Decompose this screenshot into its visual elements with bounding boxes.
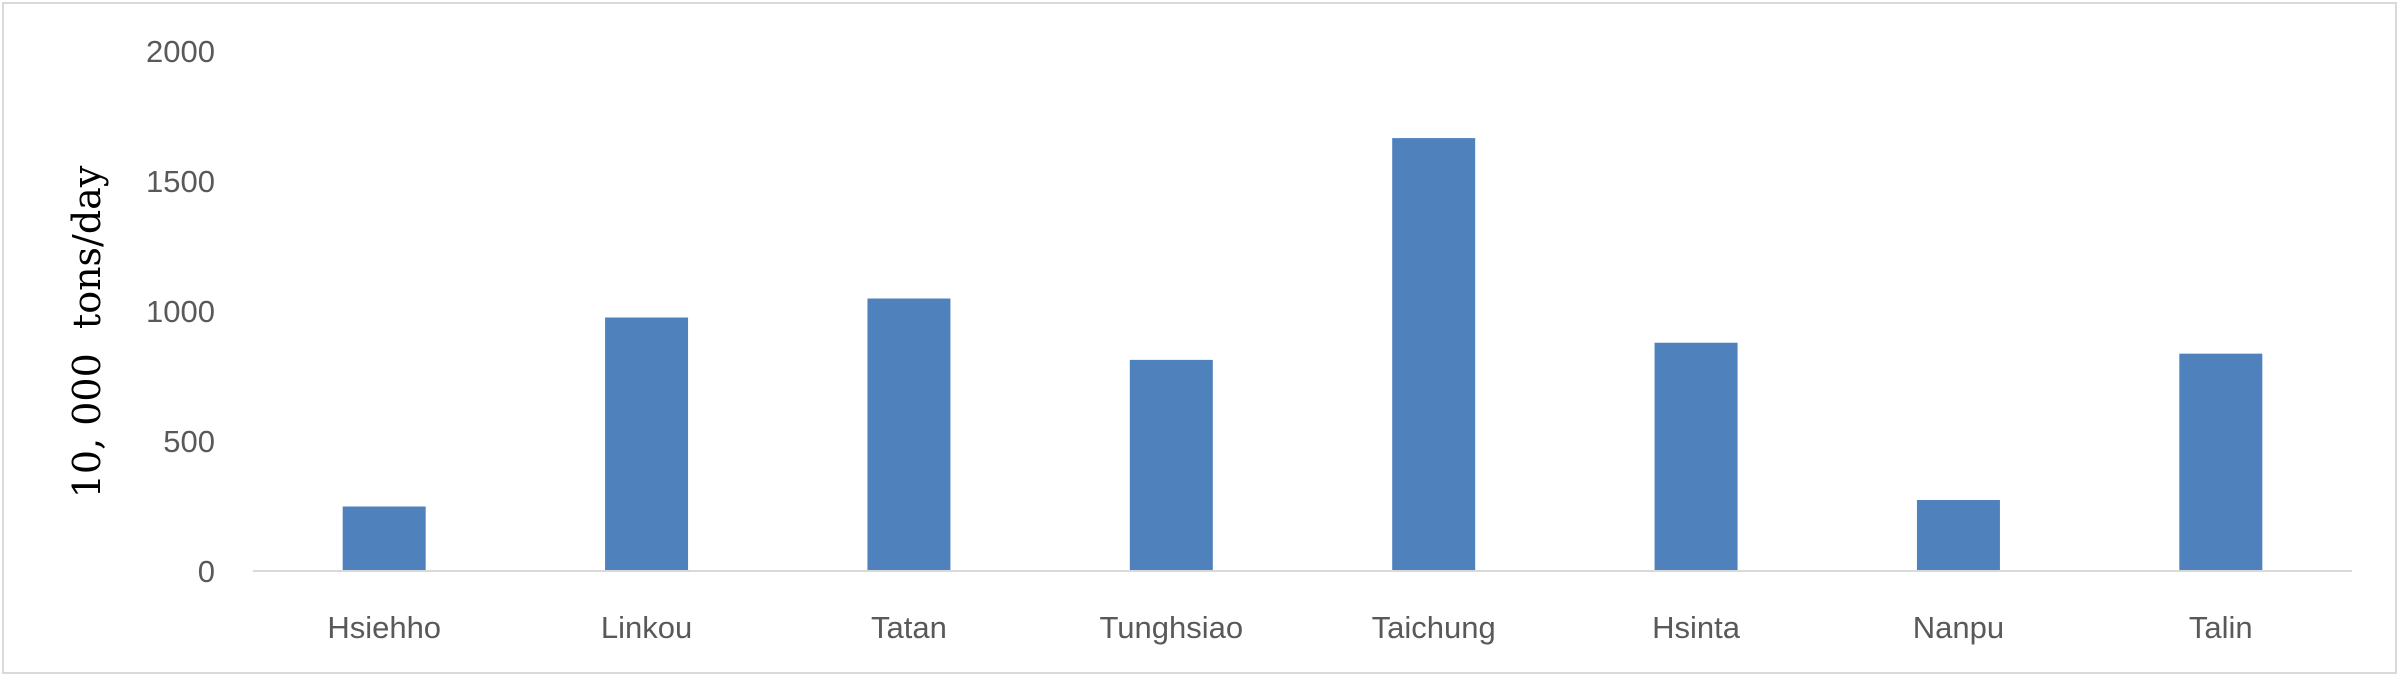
x-tick-label: Tunghsiao [1100,610,1244,645]
x-axis-ticks: Hsiehho Linkou Tatan Tunghsiao Taichung Hsint… [327,610,2252,645]
y-tick-label: 1000 [146,294,215,329]
bar [1129,359,1213,571]
x-tick-label: Tatan [871,610,947,645]
bar [1916,500,2000,571]
x-tick-label: Nanpu [1913,610,2004,645]
y-tick-label: 0 [198,554,215,589]
bar [605,317,689,571]
bar [342,506,426,571]
bars [342,138,2263,571]
bar [2179,353,2263,571]
y-axis-ticks: 0 500 1000 1500 2000 [146,34,215,589]
bar [1654,342,1738,571]
bar [1392,138,1476,571]
x-tick-label: Hsinta [1652,610,1741,645]
bar [867,298,951,571]
x-tick-label: Hsiehho [327,610,441,645]
x-tick-label: Talin [2189,610,2253,645]
y-tick-label: 1500 [146,164,215,199]
y-tick-label: 2000 [146,34,215,69]
x-tick-label: Linkou [601,610,692,645]
x-tick-label: Taichung [1372,610,1496,645]
y-tick-label: 500 [163,424,215,459]
y-axis-label: 10, 000 tons/day [65,165,109,498]
